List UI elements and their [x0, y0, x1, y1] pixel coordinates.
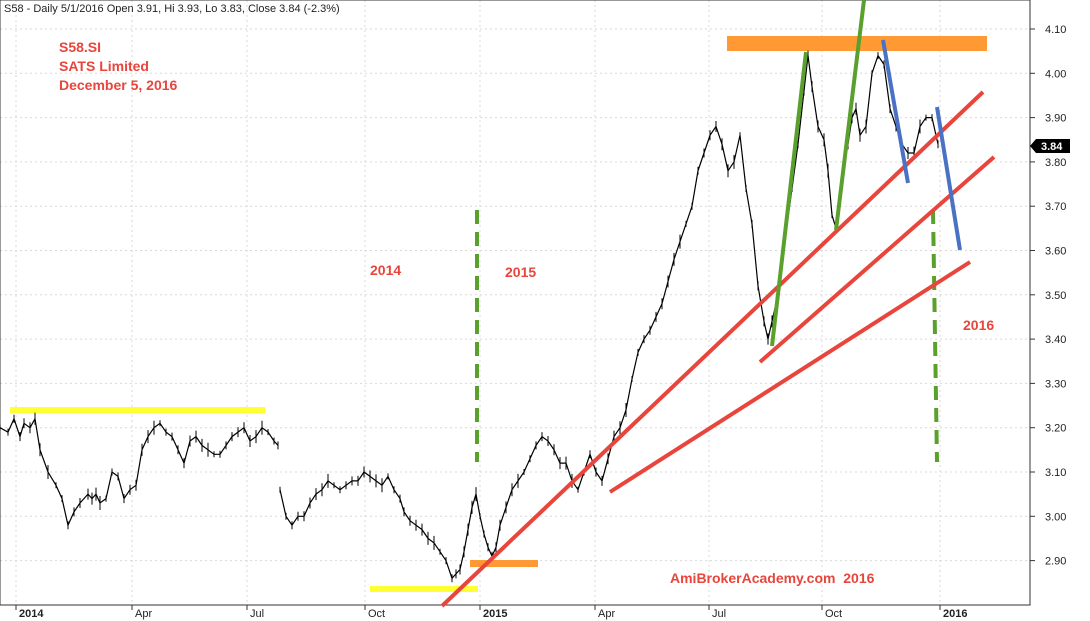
up-swing-2 [834, 0, 866, 231]
price-bars [0, 50, 939, 583]
y-tick-label: 3.00 [1045, 511, 1066, 523]
y-tick-label: 3.60 [1045, 246, 1066, 258]
y-tick-label: 3.90 [1045, 113, 1066, 125]
year-label-2014: 2014 [370, 262, 401, 278]
y-tick-label: 3.40 [1045, 334, 1066, 346]
y-tick-label: 3.10 [1045, 467, 1066, 479]
y-tick-label: 3.20 [1045, 423, 1066, 435]
trendline-middle [758, 155, 996, 364]
company-label: SATS Limited [59, 58, 149, 74]
down-swing-2 [935, 106, 962, 251]
date-label: December 5, 2016 [59, 77, 178, 93]
y-tick-label: 3.80 [1045, 157, 1066, 169]
y-tick-label: 3.30 [1045, 378, 1066, 390]
up-swing-1 [770, 51, 808, 347]
x-tick-label: Apr [135, 608, 152, 620]
x-tick-label: Jul [712, 608, 726, 620]
year-label-2016: 2016 [963, 317, 994, 333]
y-axis: 4.10 4.00 3.90 3.80 3.70 3.60 3.50 3.40 3.30 3.20… [1030, 24, 1066, 568]
down-swing-1 [881, 39, 910, 184]
x-tick-label: Jul [250, 608, 264, 620]
x-tick-label: 2016 [943, 608, 967, 620]
last-price-marker: 3.84 [1030, 139, 1070, 153]
y-tick-label: 4.00 [1045, 68, 1066, 80]
year-divider-2016 [931, 209, 939, 463]
last-price-label: 3.84 [1041, 141, 1063, 153]
y-tick-label: 3.50 [1045, 290, 1066, 302]
x-tick-label: 2014 [19, 608, 44, 620]
resistance-zone-orange-small [470, 560, 538, 567]
x-axis: 2014 Apr Jul Oct 2015 Apr Jul Oct 2016 [15, 605, 967, 620]
x-tick-label: Oct [825, 608, 842, 620]
y-tick-label: 3.70 [1045, 201, 1066, 213]
trendline-lower [440, 90, 985, 608]
x-tick-label: Apr [598, 608, 615, 620]
price-line [0, 417, 279, 528]
year-label-2015: 2015 [505, 264, 536, 280]
x-tick-label: 2015 [483, 608, 507, 620]
x-tick-label: Oct [368, 608, 385, 620]
y-tick-label: 2.90 [1045, 556, 1066, 568]
y-tick-label: 4.10 [1045, 24, 1066, 36]
chart-header: S58 - Daily 5/1/2016 Open 3.91, Hi 3.93,… [4, 3, 340, 15]
plot-frame [0, 0, 1031, 606]
watermark: AmiBrokerAcademy.com 2016 [670, 570, 875, 586]
trendline-upper [608, 260, 972, 494]
ticker-label: S58.SI [59, 39, 101, 55]
